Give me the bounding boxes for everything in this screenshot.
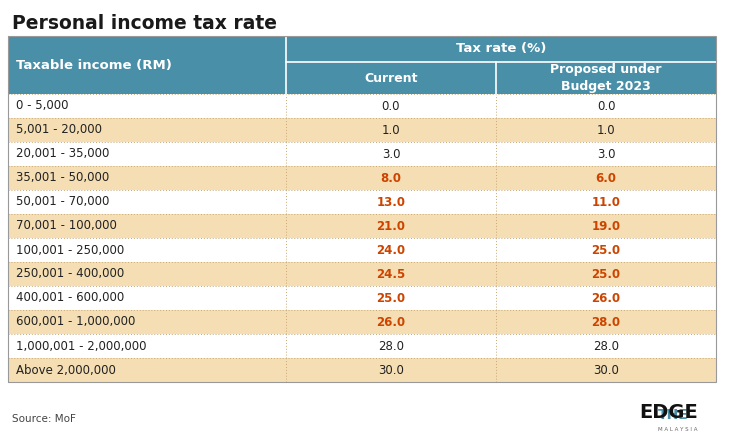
Text: 35,001 - 50,000: 35,001 - 50,000 xyxy=(16,171,109,184)
Bar xyxy=(8,310,716,334)
Text: THE: THE xyxy=(658,408,688,422)
Text: 1,000,001 - 2,000,000: 1,000,001 - 2,000,000 xyxy=(16,340,146,352)
Text: Source: MoF: Source: MoF xyxy=(12,414,76,424)
Text: 25.0: 25.0 xyxy=(592,268,620,280)
Text: 0 - 5,000: 0 - 5,000 xyxy=(16,99,68,112)
Bar xyxy=(8,118,716,142)
Text: 25.0: 25.0 xyxy=(376,292,406,304)
Bar xyxy=(8,262,716,286)
Text: 600,001 - 1,000,000: 600,001 - 1,000,000 xyxy=(16,316,135,328)
Text: EDGE: EDGE xyxy=(639,403,698,422)
Text: 0.0: 0.0 xyxy=(382,99,400,112)
Bar xyxy=(8,94,716,118)
Text: Taxable income (RM): Taxable income (RM) xyxy=(16,58,172,72)
Bar xyxy=(8,334,716,358)
Bar xyxy=(8,238,716,262)
Bar xyxy=(8,190,716,214)
Text: 25.0: 25.0 xyxy=(592,243,620,256)
Text: Personal income tax rate: Personal income tax rate xyxy=(12,14,277,33)
Text: 11.0: 11.0 xyxy=(592,195,620,208)
Text: 5,001 - 20,000: 5,001 - 20,000 xyxy=(16,123,102,136)
Text: Current: Current xyxy=(364,72,418,85)
Text: 21.0: 21.0 xyxy=(376,219,406,232)
Text: 24.5: 24.5 xyxy=(376,268,406,280)
Text: 28.0: 28.0 xyxy=(592,316,620,328)
Text: 28.0: 28.0 xyxy=(378,340,404,352)
Text: Above 2,000,000: Above 2,000,000 xyxy=(16,364,116,377)
Text: 50,001 - 70,000: 50,001 - 70,000 xyxy=(16,195,109,208)
Text: 26.0: 26.0 xyxy=(592,292,620,304)
Text: 100,001 - 250,000: 100,001 - 250,000 xyxy=(16,243,125,256)
Text: 13.0: 13.0 xyxy=(376,195,406,208)
Text: 28.0: 28.0 xyxy=(593,340,619,352)
Bar xyxy=(8,358,716,382)
Text: 6.0: 6.0 xyxy=(596,171,616,184)
Text: 20,001 - 35,000: 20,001 - 35,000 xyxy=(16,147,109,160)
Text: Proposed under
Budget 2023: Proposed under Budget 2023 xyxy=(550,63,662,93)
Text: 30.0: 30.0 xyxy=(378,364,404,377)
Bar xyxy=(8,36,716,382)
Bar xyxy=(8,36,716,62)
Text: 3.0: 3.0 xyxy=(382,147,400,160)
Bar xyxy=(8,142,716,166)
Text: 400,001 - 600,000: 400,001 - 600,000 xyxy=(16,292,125,304)
Text: 30.0: 30.0 xyxy=(593,364,619,377)
Text: 3.0: 3.0 xyxy=(597,147,615,160)
Bar xyxy=(8,166,716,190)
Bar xyxy=(8,214,716,238)
Text: Tax rate (%): Tax rate (%) xyxy=(456,42,546,55)
Text: 19.0: 19.0 xyxy=(592,219,620,232)
Text: 70,001 - 100,000: 70,001 - 100,000 xyxy=(16,219,117,232)
Text: 24.0: 24.0 xyxy=(376,243,406,256)
Text: 0.0: 0.0 xyxy=(597,99,615,112)
Bar xyxy=(8,62,716,94)
Text: 1.0: 1.0 xyxy=(597,123,615,136)
Text: 1.0: 1.0 xyxy=(382,123,400,136)
Text: M A L A Y S I A: M A L A Y S I A xyxy=(658,427,698,432)
Text: 8.0: 8.0 xyxy=(380,171,401,184)
Bar xyxy=(8,286,716,310)
Text: 250,001 - 400,000: 250,001 - 400,000 xyxy=(16,268,125,280)
Text: 26.0: 26.0 xyxy=(376,316,406,328)
